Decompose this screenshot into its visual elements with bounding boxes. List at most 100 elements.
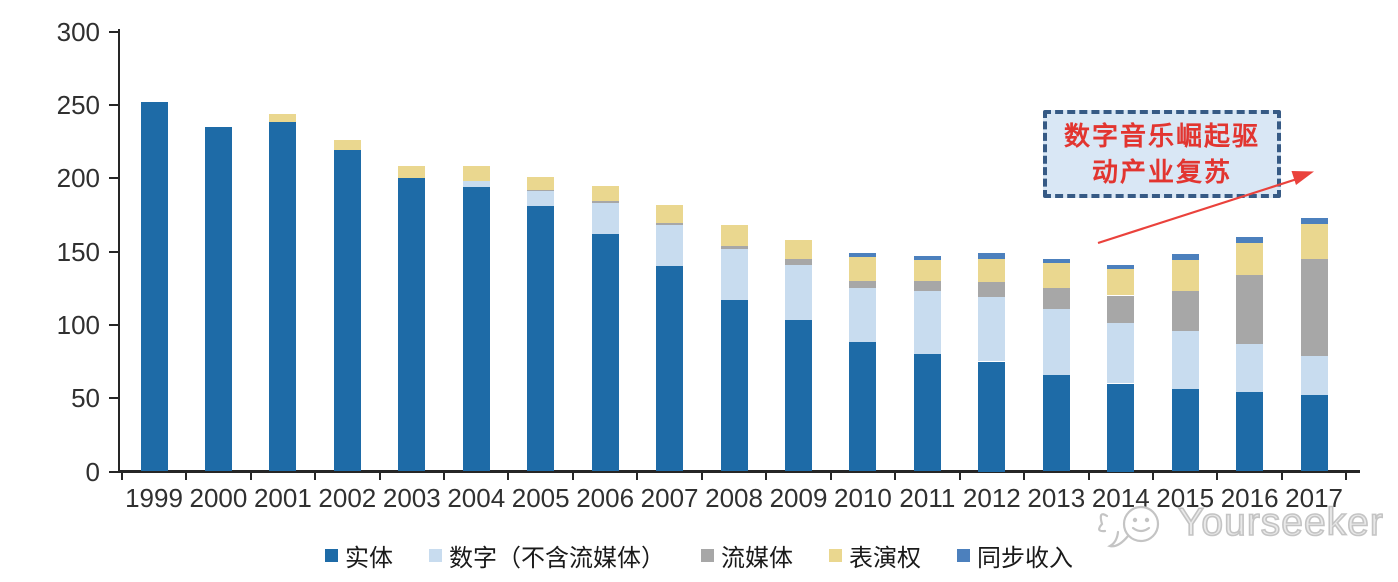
bar-segment-digital-excl-streaming	[913, 291, 941, 355]
legend-label-sync: 同步收入	[977, 545, 1073, 572]
legend-item-streaming: 流媒体	[701, 538, 793, 573]
bar-segment-physical	[1107, 383, 1135, 472]
bar-segment-streaming	[785, 258, 812, 265]
x-tick-mark	[1151, 473, 1154, 480]
bar-segment-physical	[913, 354, 941, 472]
x-axis-tick-label: 2010	[834, 483, 892, 513]
x-axis-tick-label: 2016	[1220, 483, 1279, 513]
bar-segment-digital-excl-streaming	[849, 288, 877, 343]
x-tick-mark	[700, 473, 703, 480]
bar-segment-streaming	[527, 189, 555, 192]
x-axis-tick-label: 1999	[125, 483, 183, 513]
bar-segment-digital-excl-streaming	[785, 264, 812, 321]
watermark: Yourseeker	[1088, 498, 1384, 560]
bar-segment-streaming	[1236, 274, 1264, 344]
x-tick-mark	[571, 473, 574, 480]
x-tick-mark	[314, 473, 317, 480]
y-tick-mark	[109, 250, 118, 253]
bar-segment-performance-rights	[398, 166, 426, 179]
bar-segment-digital-excl-streaming	[1236, 343, 1264, 393]
bar-segment-performance-rights	[591, 185, 619, 201]
x-axis-tick-label: 2006	[576, 483, 635, 513]
bar-segment-physical	[269, 122, 297, 472]
bar-segment-sync	[1236, 236, 1264, 243]
bar-segment-performance-rights	[1107, 269, 1135, 296]
bar-segment-performance-rights	[269, 113, 297, 123]
y-tick-mark	[109, 177, 118, 180]
legend-item-digital-excl-streaming: 数字（不含流媒体）	[429, 538, 665, 573]
bar-segment-physical	[527, 206, 555, 472]
x-tick-mark	[636, 473, 639, 480]
x-axis-tick-label: 2013	[1027, 483, 1086, 513]
bar-segment-digital-excl-streaming	[462, 181, 490, 187]
bar-segment-performance-rights	[978, 258, 1006, 283]
legend-item-physical: 实体	[325, 538, 393, 573]
x-tick-mark	[185, 473, 188, 480]
bar-segment-performance-rights	[527, 176, 555, 190]
x-axis-tick-label: 2002	[318, 483, 377, 513]
bar-segment-physical	[1236, 392, 1264, 472]
x-axis-tick-label: 2008	[705, 483, 763, 513]
annotation-line-1: 数字音乐崛起驱	[1063, 121, 1260, 151]
bar-segment-physical	[785, 320, 812, 472]
bar-segment-digital-excl-streaming	[1300, 355, 1328, 396]
annotation-line-2: 动产业复苏	[1091, 157, 1232, 187]
y-axis-tick-label: 250	[56, 89, 100, 120]
y-axis-line	[118, 29, 120, 473]
x-axis-tick-label: 2003	[382, 483, 441, 513]
bar-segment-performance-rights	[656, 205, 684, 223]
bar-segment-streaming	[1107, 295, 1135, 324]
y-tick-mark	[109, 323, 118, 326]
x-axis-tick-label: 2009	[769, 483, 828, 513]
y-tick-mark	[109, 470, 118, 473]
bar-segment-streaming	[1300, 258, 1328, 356]
bar-segment-sync	[1107, 264, 1135, 270]
bar-segment-performance-rights	[913, 260, 941, 281]
legend-swatch-digital-excl-streaming	[429, 549, 442, 562]
bar-segment-digital-excl-streaming	[1042, 308, 1070, 375]
bar-segment-performance-rights	[1300, 223, 1328, 259]
x-tick-mark	[1345, 473, 1348, 480]
bar-segment-digital-excl-streaming	[978, 296, 1006, 362]
legend-swatch-sync	[957, 549, 970, 562]
bar-segment-physical	[591, 233, 619, 472]
bar-segment-streaming	[849, 280, 877, 289]
annotation-callout: 数字音乐崛起驱 动产业复苏	[1043, 110, 1281, 198]
x-tick-mark	[1087, 473, 1090, 480]
y-axis-tick-label: 150	[56, 236, 100, 267]
bar-segment-performance-rights	[1171, 260, 1199, 292]
x-axis-line	[118, 470, 1360, 473]
legend-item-performance-rights: 表演权	[829, 538, 921, 573]
bar-segment-digital-excl-streaming	[656, 225, 684, 267]
x-tick-mark	[765, 473, 768, 480]
bar-segment-performance-rights	[1236, 242, 1264, 275]
x-tick-mark	[120, 473, 123, 480]
watermark-text: Yourseeker	[1177, 500, 1384, 545]
bar-segment-physical	[1300, 395, 1328, 472]
y-tick-mark	[109, 103, 118, 106]
legend-label-physical: 实体	[345, 545, 393, 572]
bar-segment-digital-excl-streaming	[1107, 323, 1135, 384]
bar-segment-sync	[849, 252, 877, 258]
bar-segment-digital-excl-streaming	[1171, 330, 1199, 390]
x-axis-tick-label: 2001	[253, 483, 312, 513]
bar-segment-streaming	[1042, 288, 1070, 309]
bar-segment-physical	[333, 150, 361, 472]
y-axis-tick-label: 0	[85, 456, 100, 487]
bar-segment-performance-rights	[720, 225, 748, 246]
bar-segment-physical	[1171, 389, 1199, 472]
bar-segment-sync	[1171, 254, 1199, 261]
bar-segment-physical	[398, 178, 426, 472]
x-tick-mark	[249, 473, 252, 480]
y-axis-tick-label: 200	[56, 163, 100, 194]
bar-segment-sync	[1042, 258, 1070, 264]
y-axis-tick-label: 300	[56, 16, 100, 47]
bar-segment-physical	[1042, 374, 1070, 472]
bar-segment-streaming	[913, 280, 941, 292]
bar-segment-streaming	[591, 200, 619, 204]
x-axis-tick-label: 2007	[640, 483, 699, 513]
x-tick-mark	[958, 473, 961, 480]
bar-segment-streaming	[720, 245, 748, 249]
bar-segment-physical	[849, 342, 877, 472]
legend-label-performance-rights: 表演权	[849, 545, 921, 572]
